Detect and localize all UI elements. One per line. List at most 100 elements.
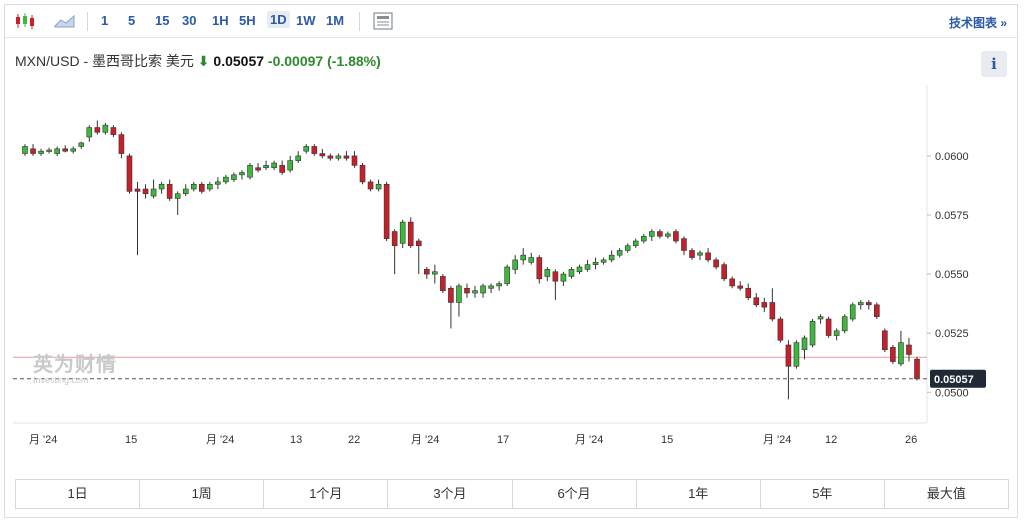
candle-body[interactable]	[311, 146, 318, 154]
range-5y[interactable]: 5年	[761, 480, 885, 508]
candle-body[interactable]	[448, 287, 454, 303]
candle-body[interactable]	[126, 155, 133, 192]
candle-body[interactable]	[544, 269, 551, 277]
candle-body[interactable]	[78, 142, 85, 147]
candle-body[interactable]	[38, 150, 44, 154]
candle-body[interactable]	[801, 337, 808, 351]
candle-body[interactable]	[737, 285, 743, 289]
timeframe-1d[interactable]: 1D	[267, 11, 290, 28]
candle-body[interactable]	[552, 271, 559, 282]
candle-body[interactable]	[898, 342, 904, 365]
candle-body[interactable]	[721, 264, 727, 280]
candle-body[interactable]	[375, 183, 382, 190]
candle-body[interactable]	[753, 297, 760, 306]
candle-body[interactable]	[424, 269, 430, 275]
candle-body[interactable]	[94, 127, 101, 133]
candle-body[interactable]	[793, 342, 800, 367]
candle-body[interactable]	[239, 172, 245, 176]
candle-body[interactable]	[142, 188, 149, 195]
candle-body[interactable]	[166, 183, 173, 199]
candlestick-chart[interactable]: 0.0600 0.0575 0.0550 0.0525 0.0500 月 '24 15 月 '…	[5, 85, 1019, 455]
candle-body[interactable]	[761, 302, 768, 308]
candle-body[interactable]	[263, 165, 269, 169]
candle-body[interactable]	[343, 155, 350, 159]
range-1w[interactable]: 1周	[140, 480, 265, 508]
candle-body[interactable]	[600, 259, 607, 263]
candle-body[interactable]	[247, 165, 253, 178]
candle-body[interactable]	[54, 148, 60, 154]
candle-body[interactable]	[110, 127, 117, 135]
candle-body[interactable]	[890, 347, 896, 362]
range-6m[interactable]: 6个月	[513, 480, 637, 508]
candle-body[interactable]	[608, 254, 615, 261]
candle-body[interactable]	[632, 240, 639, 247]
candle-body[interactable]	[841, 316, 848, 332]
candle-body[interactable]	[407, 221, 414, 247]
candle-body[interactable]	[833, 330, 840, 336]
candle-body[interactable]	[383, 183, 390, 239]
candle-body[interactable]	[86, 127, 93, 138]
candle-body[interactable]	[504, 266, 510, 284]
candle-body[interactable]	[190, 183, 197, 190]
timeframe-15[interactable]: 15	[155, 13, 170, 28]
candle-body[interactable]	[649, 231, 655, 237]
candle-body[interactable]	[673, 231, 679, 242]
candle-body[interactable]	[30, 148, 36, 154]
candle-body[interactable]	[825, 318, 832, 336]
timeframe-1m[interactable]: 1M	[326, 13, 345, 28]
candle-body[interactable]	[102, 124, 109, 133]
candle-body[interactable]	[231, 174, 237, 180]
candle-body[interactable]	[174, 193, 181, 199]
candle-body[interactable]	[865, 302, 872, 306]
candle-body[interactable]	[640, 235, 647, 242]
candle-body[interactable]	[616, 250, 623, 256]
candle-body[interactable]	[271, 162, 277, 169]
candle-body[interactable]	[657, 231, 663, 237]
candle-body[interactable]	[303, 146, 310, 152]
candle-body[interactable]	[415, 240, 422, 247]
candle-body[interactable]	[568, 269, 575, 277]
candle-body[interactable]	[681, 238, 687, 251]
candle-body[interactable]	[729, 278, 735, 287]
candle-body[interactable]	[335, 155, 342, 159]
candle-body[interactable]	[713, 259, 719, 268]
range-1d[interactable]: 1日	[16, 480, 141, 508]
range-3m[interactable]: 3个月	[388, 480, 513, 508]
range-1y[interactable]: 1年	[637, 480, 761, 508]
timeframe-5h[interactable]: 5H	[239, 13, 256, 28]
candle-body[interactable]	[319, 153, 326, 157]
candle-body[interactable]	[199, 183, 205, 192]
candle-body[interactable]	[914, 358, 920, 380]
price-chart[interactable]: 0.0600 0.0575 0.0550 0.0525 0.0500 月 '24 15 月 '…	[5, 85, 1019, 455]
candle-body[interactable]	[432, 271, 438, 275]
candle-body[interactable]	[705, 252, 711, 261]
candle-body[interactable]	[512, 259, 518, 270]
candle-body[interactable]	[697, 252, 703, 256]
candle-body[interactable]	[182, 188, 189, 195]
candle-body[interactable]	[62, 148, 68, 152]
candle-body[interactable]	[255, 167, 261, 171]
candle-body[interactable]	[536, 257, 543, 280]
candle-body[interactable]	[287, 160, 293, 171]
candle-body[interactable]	[665, 233, 671, 237]
candle-body[interactable]	[207, 183, 213, 190]
candle-body[interactable]	[134, 188, 141, 192]
technical-chart-link[interactable]: 技术图表 »	[948, 16, 1007, 30]
timeframe-1w[interactable]: 1W	[296, 13, 316, 28]
candle-body[interactable]	[150, 188, 157, 197]
candle-body[interactable]	[689, 250, 695, 258]
candle-body[interactable]	[809, 321, 816, 346]
candle-body[interactable]	[906, 344, 912, 355]
candle-body[interactable]	[769, 302, 776, 320]
candle-body[interactable]	[874, 304, 880, 317]
candle-body[interactable]	[745, 287, 752, 299]
candle-body[interactable]	[46, 149, 52, 152]
candle-body[interactable]	[592, 261, 599, 265]
candle-body[interactable]	[279, 165, 285, 173]
candle-body[interactable]	[391, 231, 398, 247]
candle-body[interactable]	[584, 264, 591, 270]
candle-body[interactable]	[488, 285, 494, 289]
range-max[interactable]: 最大值	[926, 486, 966, 501]
candle-body[interactable]	[70, 148, 77, 152]
timeframe-30[interactable]: 30	[182, 13, 197, 28]
